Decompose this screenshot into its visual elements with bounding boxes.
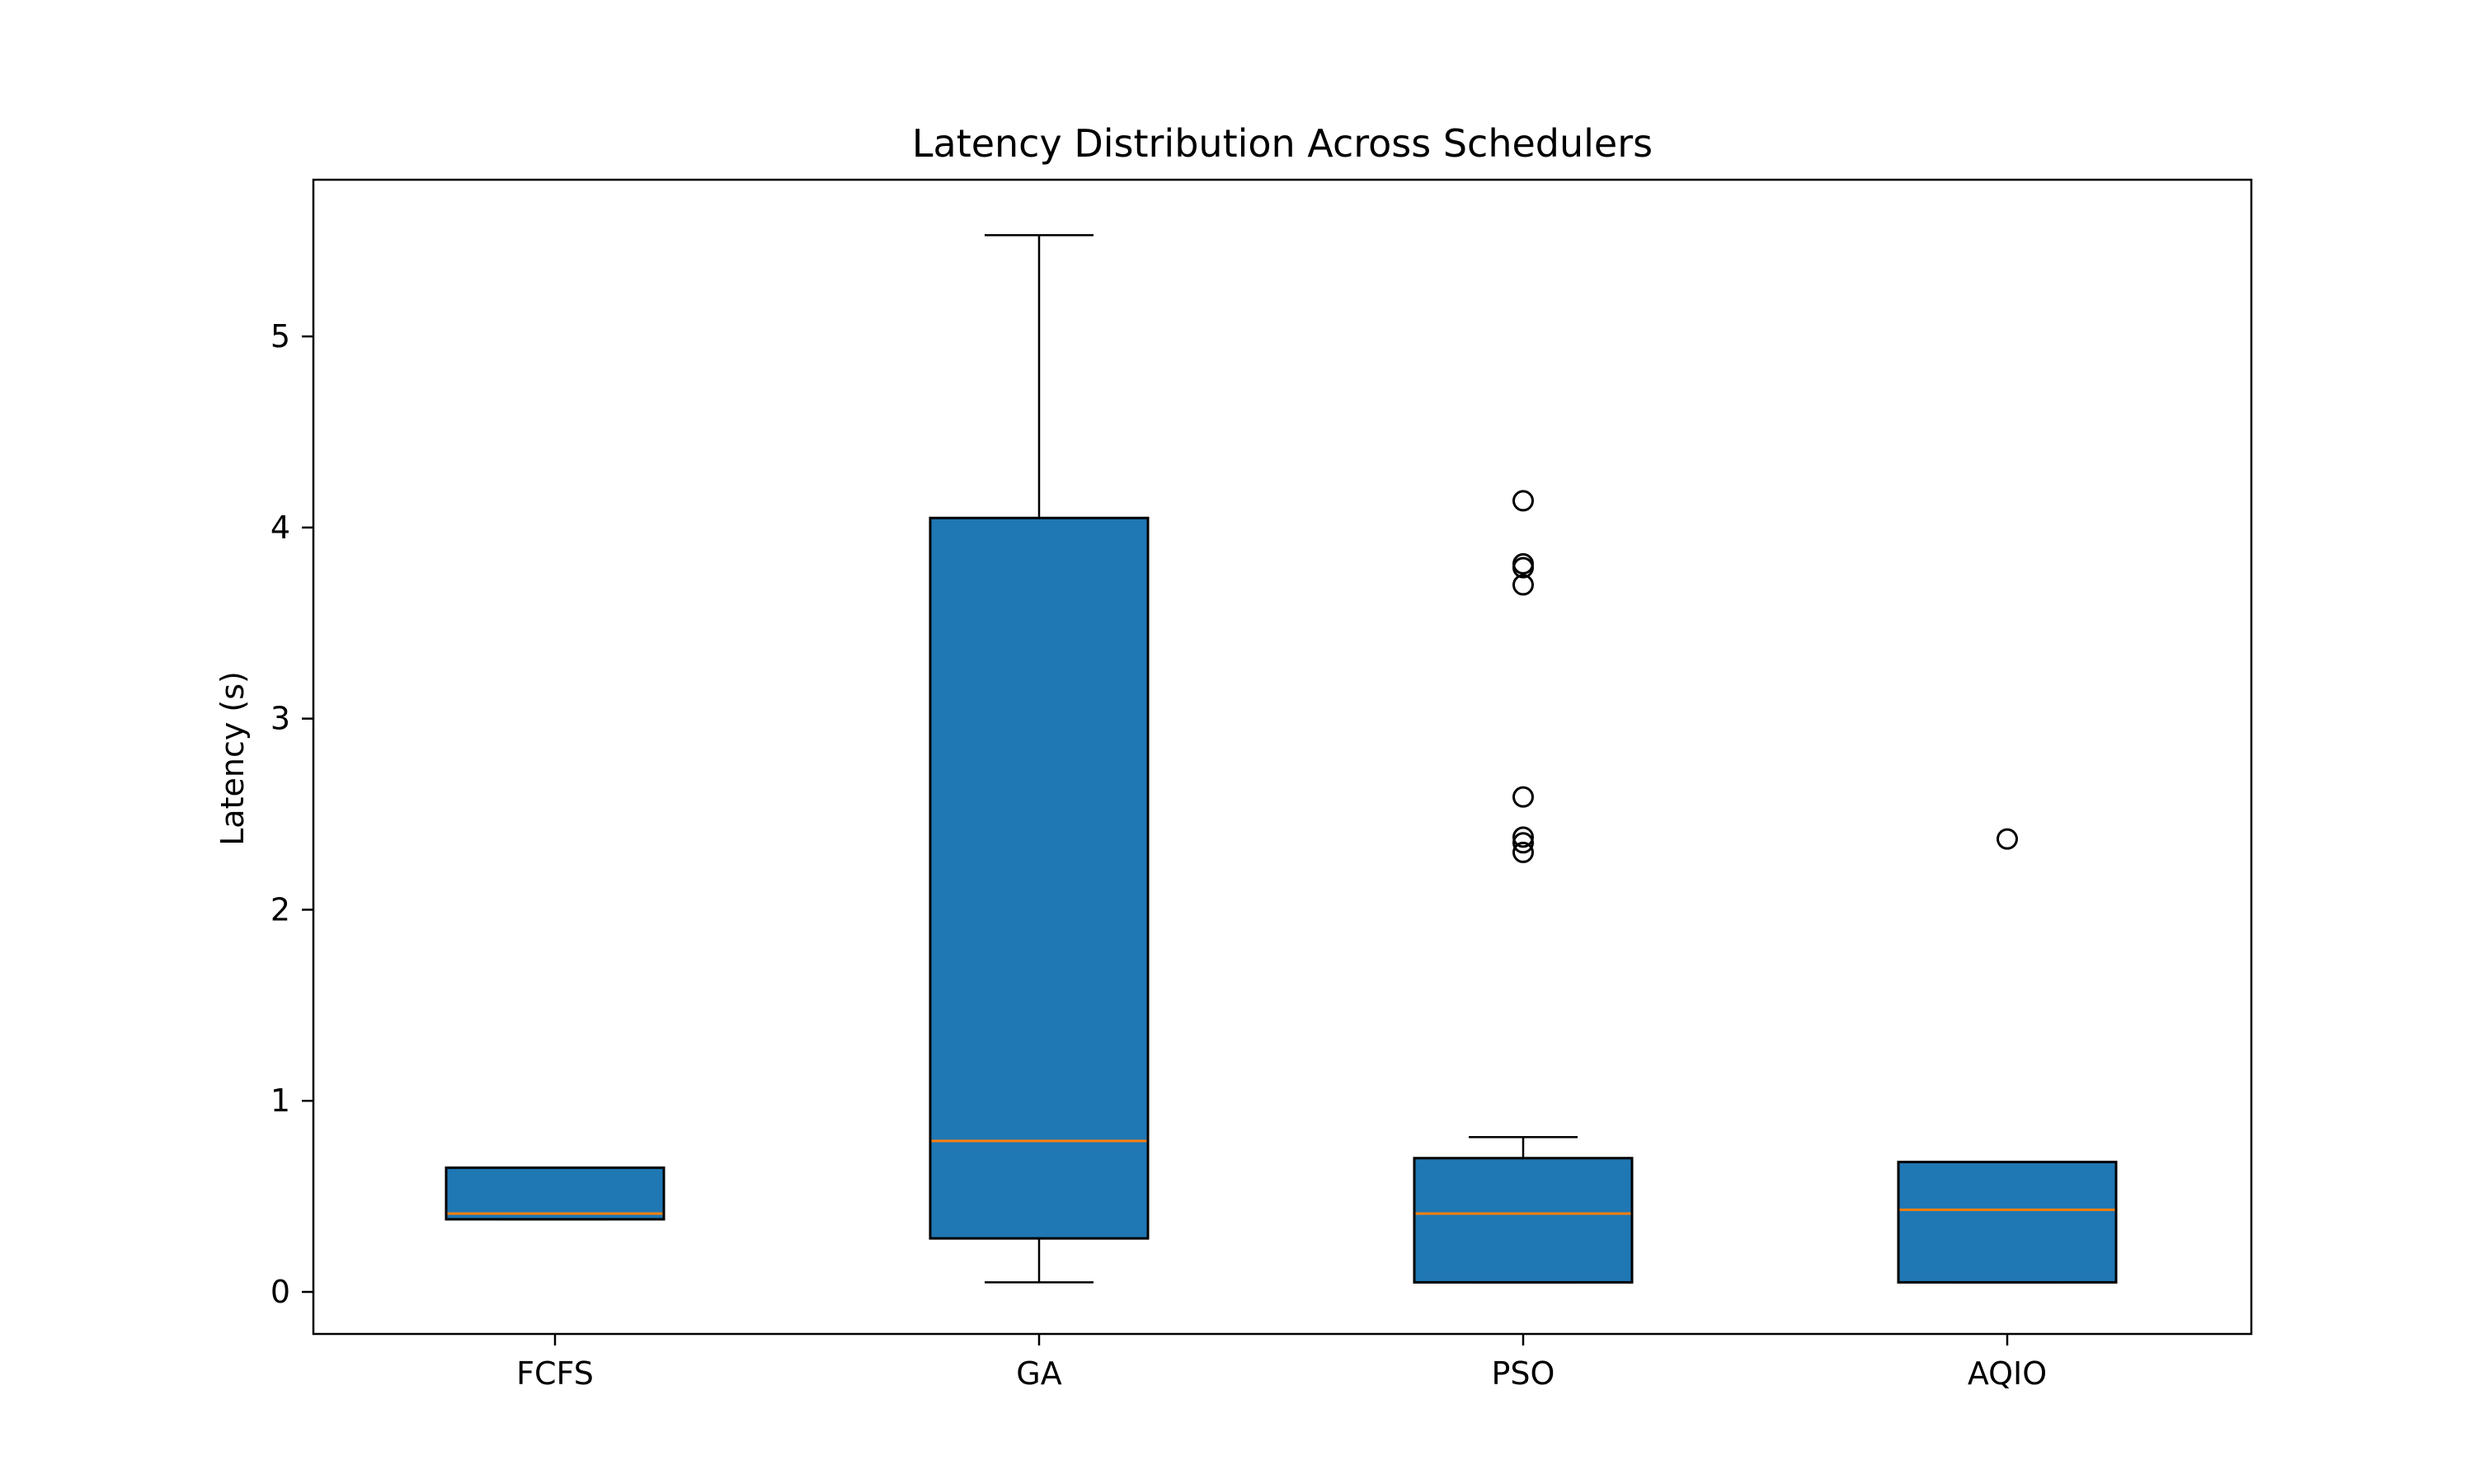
box-group-aqio [1897, 828, 2118, 1284]
box [1413, 1157, 1634, 1284]
outlier-point [1512, 490, 1534, 512]
x-tick-label: GA [1016, 1355, 1061, 1392]
x-axis-ticks: FCFS GA PSO AQIO [516, 1334, 2047, 1392]
plot-frame [312, 178, 2253, 1336]
y-tick-label: 4 [270, 510, 290, 546]
x-tick-label: AQIO [1968, 1355, 2047, 1392]
y-tick-label: 1 [270, 1082, 290, 1119]
y-tick-label: 0 [270, 1274, 290, 1310]
y-tick-label: 2 [270, 891, 290, 928]
box [1897, 1160, 2118, 1284]
box [444, 1166, 666, 1221]
outlier-point [1512, 841, 1534, 863]
y-tick-label: 3 [270, 701, 290, 737]
box-group-ga [929, 233, 1150, 1284]
y-axis-ticks: 0 1 2 3 4 5 [270, 318, 313, 1310]
outlier-point [1512, 574, 1534, 596]
outlier-point [1512, 556, 1534, 579]
box-group-fcfs [444, 1166, 666, 1221]
y-tick-label: 5 [270, 318, 290, 355]
outlier-point [1512, 826, 1534, 848]
outlier-point [1512, 786, 1534, 808]
box-group-pso [1413, 490, 1634, 1284]
outlier-point [1512, 832, 1534, 854]
x-tick-label: PSO [1492, 1355, 1555, 1392]
box [929, 516, 1150, 1240]
outlier-point [1997, 828, 2018, 850]
x-tick-label: FCFS [516, 1355, 594, 1392]
boxes-layer [444, 233, 2118, 1284]
chart-title: Latency Distribution Across Schedulers [912, 121, 1653, 166]
y-axis-label: Latency (s) [214, 671, 251, 846]
